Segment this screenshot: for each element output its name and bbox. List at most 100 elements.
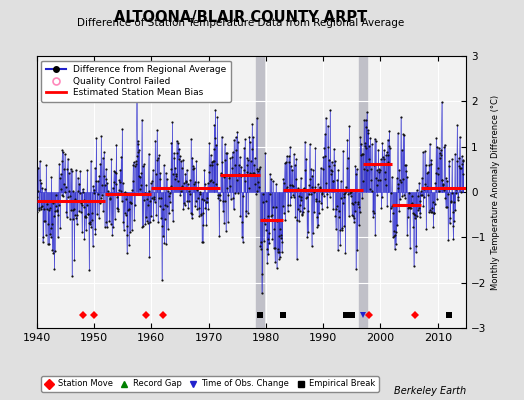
Point: [332, 226, 340, 232]
Point: [411, 212, 419, 218]
Point: [445, 220, 454, 226]
Point: [194, 178, 202, 185]
Point: [102, 166, 110, 172]
Point: [315, 184, 324, 190]
Point: [242, 208, 250, 215]
Point: [187, 210, 195, 216]
Point: [322, 114, 330, 121]
Point: [281, 217, 289, 224]
Point: [155, 194, 163, 201]
Point: [373, 192, 381, 198]
Point: [375, 169, 383, 176]
Point: [78, 229, 86, 236]
Point: [394, 130, 402, 136]
Point: [227, 164, 236, 171]
Point: [277, 235, 286, 241]
Point: [336, 178, 345, 184]
Point: [300, 204, 308, 211]
Point: [314, 198, 323, 204]
Y-axis label: Monthly Temperature Anomaly Difference (°C): Monthly Temperature Anomaly Difference (…: [491, 94, 500, 290]
Point: [390, 246, 399, 252]
Point: [138, 162, 147, 169]
Point: [40, 205, 48, 212]
Point: [353, 246, 362, 253]
Point: [119, 219, 127, 226]
Point: [172, 173, 180, 180]
Point: [94, 190, 103, 197]
Point: [179, 156, 187, 163]
Point: [184, 188, 193, 194]
Point: [54, 202, 63, 208]
Point: [246, 170, 255, 176]
Point: [176, 153, 184, 159]
Point: [367, 141, 376, 148]
Point: [35, 158, 43, 164]
Point: [77, 209, 85, 215]
Point: [302, 194, 311, 201]
Point: [106, 221, 115, 227]
Point: [181, 170, 190, 177]
Point: [409, 210, 417, 216]
Point: [427, 209, 435, 216]
Bar: [256, 56, 264, 328]
Point: [285, 159, 293, 165]
Point: [305, 141, 314, 148]
Point: [369, 162, 378, 168]
Point: [421, 148, 429, 154]
Point: [248, 121, 256, 127]
Point: [174, 139, 182, 146]
Point: [421, 180, 430, 187]
Point: [419, 203, 428, 209]
Point: [37, 180, 45, 186]
Point: [198, 196, 206, 202]
Point: [215, 233, 223, 240]
Point: [116, 179, 124, 186]
Point: [214, 195, 223, 202]
Point: [100, 148, 108, 155]
Point: [84, 211, 93, 217]
Point: [450, 218, 458, 225]
Point: [358, 195, 366, 201]
Point: [365, 143, 374, 150]
Point: [324, 144, 332, 150]
Point: [110, 178, 118, 185]
Point: [439, 182, 447, 188]
Point: [180, 180, 188, 186]
Point: [259, 238, 268, 244]
Point: [149, 217, 158, 223]
Point: [55, 160, 63, 167]
Point: [323, 204, 332, 210]
Point: [48, 221, 56, 228]
Point: [213, 114, 222, 120]
Point: [51, 191, 60, 198]
Point: [203, 198, 212, 205]
Point: [159, 206, 167, 212]
Point: [101, 176, 110, 182]
Point: [234, 138, 242, 145]
Point: [39, 234, 48, 240]
Point: [334, 247, 342, 253]
Point: [319, 153, 328, 160]
Point: [356, 209, 364, 215]
Point: [355, 222, 363, 228]
Point: [278, 249, 286, 256]
Point: [169, 170, 178, 177]
Point: [376, 177, 384, 183]
Point: [253, 115, 261, 121]
Point: [32, 194, 41, 200]
Point: [49, 250, 58, 256]
Point: [131, 163, 139, 170]
Point: [281, 159, 290, 165]
Point: [108, 184, 117, 191]
Point: [414, 204, 423, 211]
Point: [167, 139, 176, 146]
Point: [186, 176, 194, 183]
Point: [91, 165, 99, 171]
Point: [296, 208, 304, 214]
Point: [206, 162, 214, 168]
Point: [383, 149, 391, 155]
Point: [152, 157, 161, 163]
Point: [161, 170, 170, 176]
Point: [413, 192, 422, 199]
Point: [126, 199, 134, 205]
